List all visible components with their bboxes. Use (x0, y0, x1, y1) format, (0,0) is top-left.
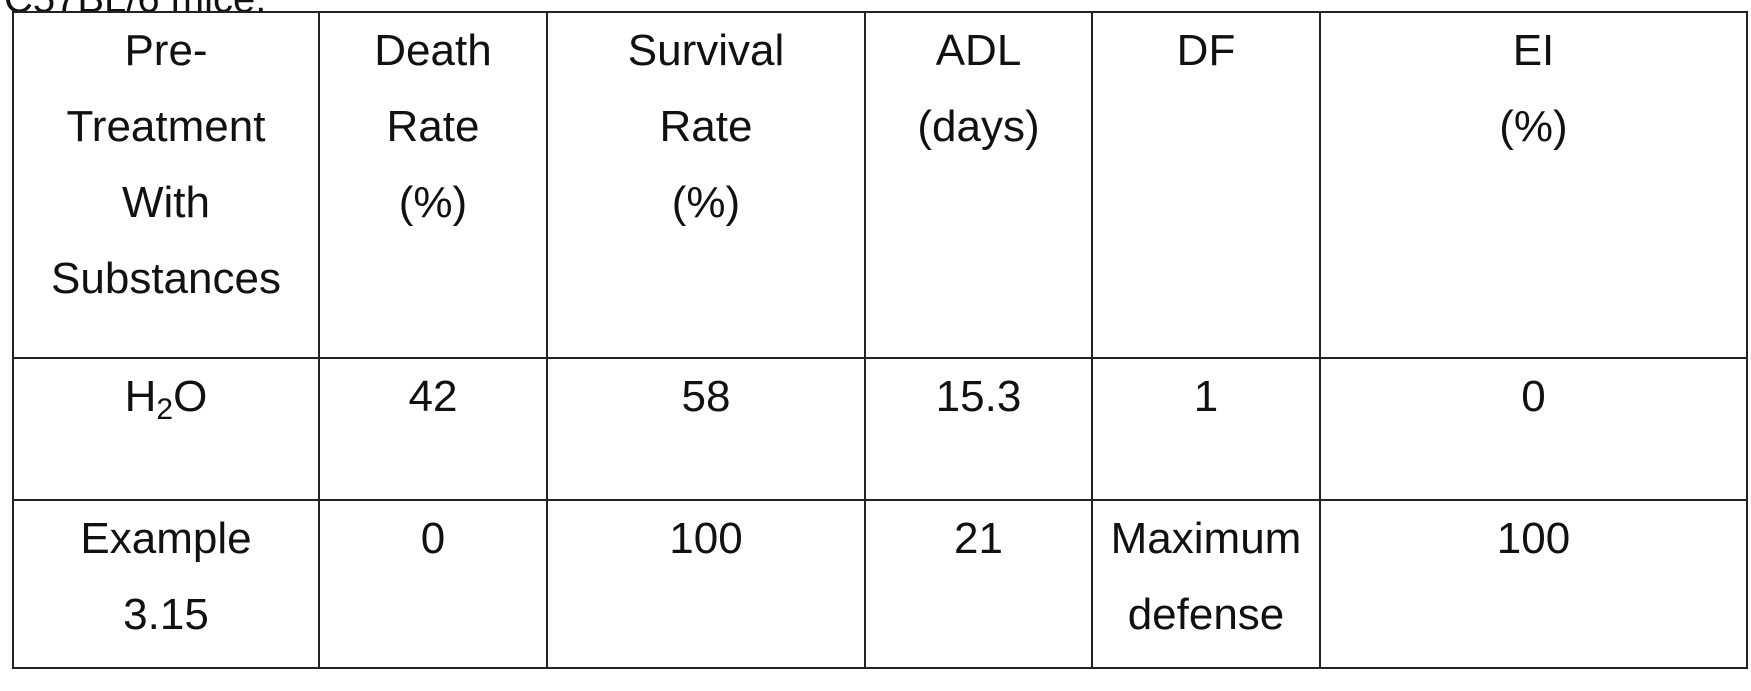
results-table: Pre- Treatment With Substances Death Rat… (12, 11, 1748, 669)
header-adl: ADL (days) (865, 12, 1092, 358)
header-ei: EI (%) (1320, 12, 1747, 358)
header-pretreatment: Pre- Treatment With Substances (13, 12, 319, 358)
cell-death-rate: 42 (319, 358, 547, 500)
cell-ei: 0 (1320, 358, 1747, 500)
cell-death-rate: 0 (319, 500, 547, 668)
header-df: DF (1092, 12, 1320, 358)
cell-substance: Example 3.15 (13, 500, 319, 668)
cell-df: Maximum defense (1092, 500, 1320, 668)
cell-adl: 21 (865, 500, 1092, 668)
header-survival-rate: Survival Rate (%) (547, 12, 865, 358)
table-row: Example 3.15 0 100 21 Maximum defense 10… (13, 500, 1747, 668)
cell-substance: H2O (13, 358, 319, 500)
cell-survival-rate: 58 (547, 358, 865, 500)
cell-survival-rate: 100 (547, 500, 865, 668)
table-row: H2O 42 58 15.3 1 0 (13, 358, 1747, 500)
cell-adl: 15.3 (865, 358, 1092, 500)
header-death-rate: Death Rate (%) (319, 12, 547, 358)
cell-df: 1 (1092, 358, 1320, 500)
table-header-row: Pre- Treatment With Substances Death Rat… (13, 12, 1747, 358)
cell-ei: 100 (1320, 500, 1747, 668)
